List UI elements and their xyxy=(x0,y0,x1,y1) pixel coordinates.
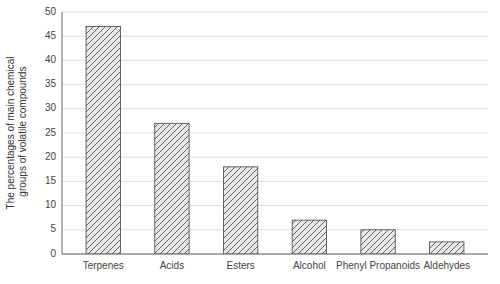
x-axis-line xyxy=(62,254,488,255)
x-tick-label: Terpenes xyxy=(83,260,124,271)
grid-line xyxy=(62,205,488,206)
x-tick-label: Phenyl Propanoids xyxy=(336,260,420,271)
y-tick-label: 15 xyxy=(45,175,57,186)
grid-line xyxy=(62,60,488,61)
bars xyxy=(86,27,464,254)
grid-line xyxy=(62,157,488,158)
y-tick-label: 25 xyxy=(45,127,57,138)
x-tick-label: Esters xyxy=(226,260,254,271)
bar xyxy=(430,242,464,254)
y-tick-label: 5 xyxy=(50,223,56,234)
y-tick-label: 20 xyxy=(45,151,57,162)
y-axis-label: The percentages of main chemical groups … xyxy=(5,57,28,210)
y-tick-label: 45 xyxy=(45,30,57,41)
grid-line xyxy=(62,133,488,134)
x-tick-label: Acids xyxy=(160,260,184,271)
y-tick-label: 30 xyxy=(45,102,57,113)
grid-line xyxy=(62,229,488,230)
grid-line xyxy=(62,36,488,37)
grid-line xyxy=(62,12,488,13)
y-tick-label: 35 xyxy=(45,78,57,89)
chart-svg: 0 5 10 15 20 25 30 35 40 45 50 Terpenes Acids Esters A… xyxy=(0,0,500,284)
y-axis-line xyxy=(62,12,63,254)
bar xyxy=(223,167,257,254)
grid-line xyxy=(62,254,488,255)
grid-line xyxy=(62,108,488,109)
bar xyxy=(86,27,120,254)
y-tick-label: 0 xyxy=(50,248,56,259)
x-tick-label: Aldehydes xyxy=(423,260,470,271)
grid-line xyxy=(62,181,488,182)
x-tick-label: Alcohol xyxy=(293,260,326,271)
bar xyxy=(155,123,189,254)
y-tick-label: 50 xyxy=(45,6,57,17)
y-tick-label: 40 xyxy=(45,54,57,65)
bar xyxy=(361,230,395,254)
grid-line xyxy=(62,84,488,85)
chart-container: 0 5 10 15 20 25 30 35 40 45 50 Terpenes Acids Esters A… xyxy=(0,0,500,284)
bar xyxy=(292,220,326,254)
grid xyxy=(62,12,488,254)
y-tick-label: 10 xyxy=(45,199,57,210)
